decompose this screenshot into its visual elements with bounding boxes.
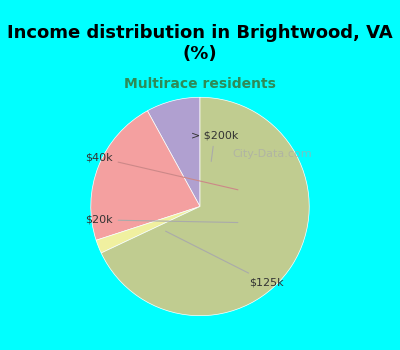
Text: > $200k: > $200k [191,131,238,161]
Wedge shape [96,206,200,253]
Text: Income distribution in Brightwood, VA
(%): Income distribution in Brightwood, VA (%… [7,25,393,63]
Wedge shape [101,97,309,316]
Text: City-Data.com: City-Data.com [233,149,312,159]
Text: Multirace residents: Multirace residents [124,77,276,91]
Text: $40k: $40k [85,153,238,190]
Text: $20k: $20k [85,215,238,225]
Text: $125k: $125k [166,231,284,287]
Wedge shape [91,111,200,240]
Wedge shape [147,97,200,206]
